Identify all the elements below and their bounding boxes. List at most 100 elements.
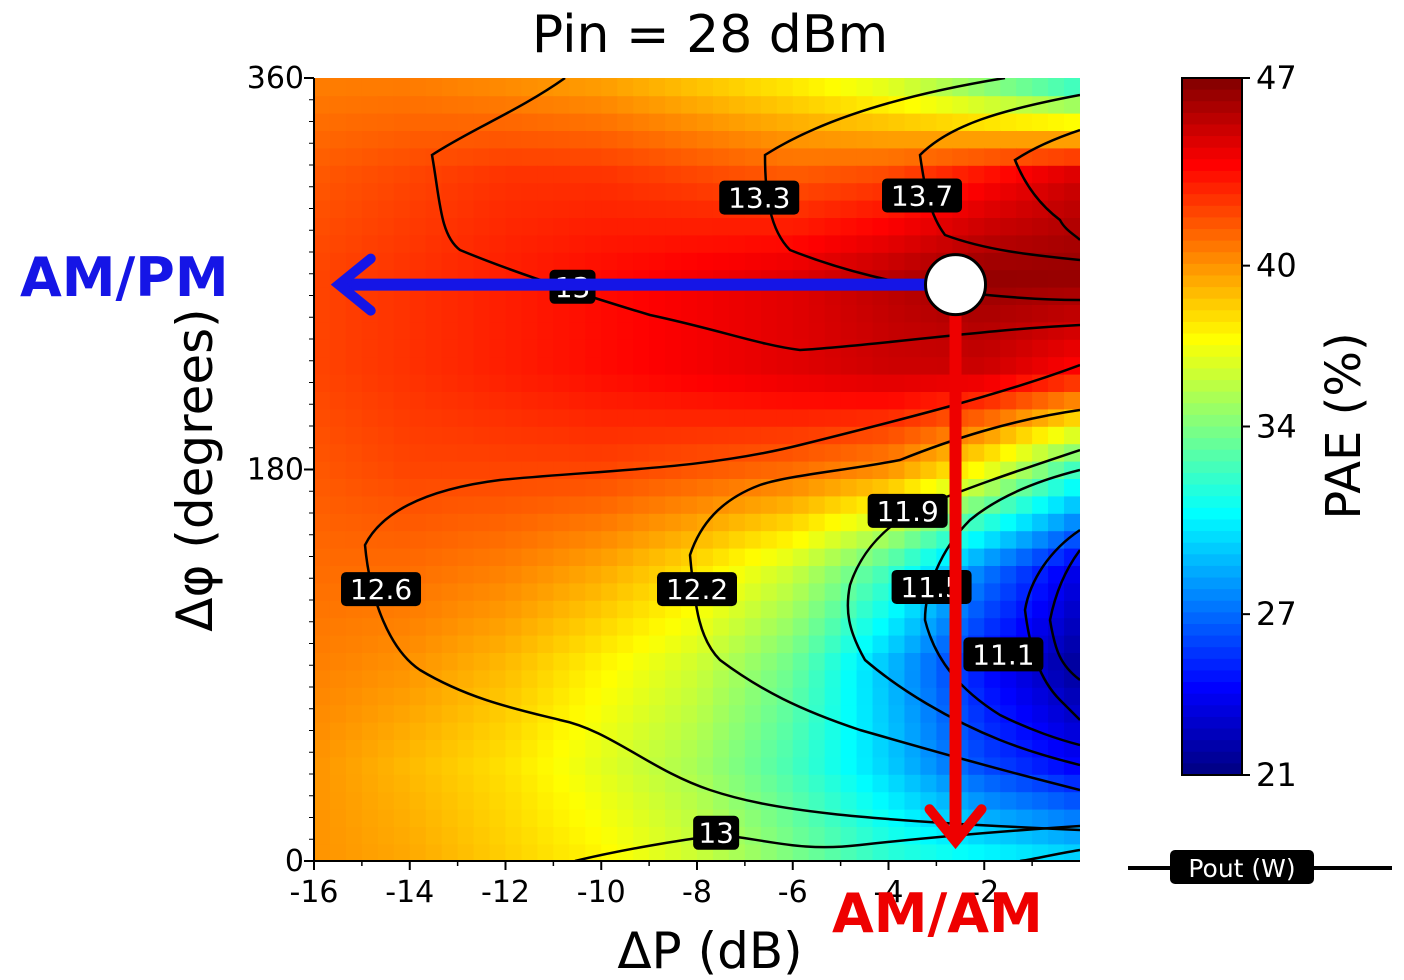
heatmap-cell	[393, 78, 411, 97]
heatmap-cell	[744, 530, 762, 549]
colorbar-segment	[1182, 333, 1242, 346]
heatmap-cell	[712, 165, 730, 184]
heatmap-cell	[441, 687, 459, 706]
heatmap-cell	[537, 78, 555, 97]
heatmap-cell	[1064, 182, 1080, 201]
heatmap-cell	[744, 721, 762, 740]
heatmap-cell	[393, 252, 411, 271]
heatmap-cell	[808, 443, 826, 462]
colorbar-segment	[1182, 194, 1242, 207]
colorbar-segment	[1182, 496, 1242, 509]
heatmap-cell	[329, 826, 347, 845]
colorbar-segment	[1182, 647, 1242, 660]
heatmap-cell	[505, 687, 523, 706]
heatmap-cell	[617, 78, 634, 97]
heatmap-cell	[425, 774, 443, 793]
heatmap-cell	[617, 391, 634, 410]
colorbar-segment	[1182, 298, 1242, 312]
heatmap-cell	[697, 234, 714, 253]
heatmap-cell	[585, 739, 603, 758]
heatmap-cell	[361, 478, 379, 497]
heatmap-cell	[601, 669, 619, 688]
heatmap-cell	[1064, 426, 1080, 445]
heatmap-cell	[697, 373, 714, 392]
heatmap-cell	[872, 147, 890, 166]
heatmap-cell	[569, 147, 587, 166]
heatmap-cell	[361, 373, 379, 392]
heatmap-cell	[824, 756, 842, 775]
heatmap-cell	[457, 756, 475, 775]
heatmap-cell	[1048, 112, 1065, 131]
heatmap-cell	[904, 339, 922, 358]
heatmap-cell	[936, 356, 954, 375]
heatmap-cell	[1000, 217, 1017, 236]
heatmap-cell	[409, 460, 427, 479]
heatmap-cell	[936, 460, 954, 479]
heatmap-cell	[1016, 321, 1033, 340]
heatmap-cell	[824, 617, 842, 636]
heatmap-cell	[840, 513, 858, 532]
heatmap-cell	[361, 217, 379, 236]
heatmap-cell	[760, 704, 778, 723]
heatmap-cell	[361, 843, 379, 861]
heatmap-cell	[457, 669, 475, 688]
heatmap-cell	[697, 443, 714, 462]
heatmap-cell	[473, 652, 491, 671]
heatmap-cell	[872, 634, 890, 653]
heatmap-cell	[888, 112, 906, 131]
heatmap-cell	[489, 530, 507, 549]
colorbar-segment	[1182, 89, 1242, 103]
heatmap-cell	[505, 426, 523, 445]
heatmap-cell	[808, 147, 826, 166]
heatmap-cell	[441, 78, 459, 97]
heatmap-cell	[425, 634, 443, 653]
heatmap-cell	[728, 495, 746, 514]
heatmap-cell	[473, 443, 491, 462]
heatmap-cell	[872, 321, 890, 340]
heatmap-cell	[792, 147, 810, 166]
heatmap-cell	[345, 774, 363, 793]
heatmap-cell	[665, 774, 682, 793]
heatmap-cell	[569, 391, 587, 410]
heatmap-cell	[537, 443, 555, 462]
heatmap-cell	[792, 165, 810, 184]
heatmap-cell	[425, 304, 443, 323]
heatmap-cell	[585, 426, 603, 445]
heatmap-cell	[585, 652, 603, 671]
heatmap-cell	[728, 756, 746, 775]
heatmap-cell	[457, 234, 475, 253]
heatmap-cell	[345, 791, 363, 810]
heatmap-cell	[649, 843, 666, 861]
heatmap-cell	[585, 791, 603, 810]
heatmap-cell	[314, 513, 331, 532]
heatmap-cell	[920, 304, 938, 323]
heatmap-cell	[856, 130, 874, 149]
heatmap-cell	[872, 791, 890, 810]
heatmap-cell	[409, 78, 427, 97]
heatmap-cell	[1048, 495, 1065, 514]
heatmap-cell	[808, 373, 826, 392]
heatmap-cell	[601, 112, 619, 131]
heatmap-cell	[1064, 95, 1080, 114]
heatmap-cell	[441, 373, 459, 392]
heatmap-cell	[553, 808, 571, 827]
heatmap-cell	[824, 652, 842, 671]
heatmap-cell	[1032, 704, 1049, 723]
heatmap-cell	[776, 774, 794, 793]
heatmap-cell	[457, 147, 475, 166]
heatmap-cell	[904, 669, 922, 688]
heatmap-cell	[377, 652, 395, 671]
heatmap-cell	[585, 78, 603, 97]
heatmap-cell	[473, 339, 491, 358]
heatmap-cell	[601, 252, 619, 271]
heatmap-cell	[1000, 78, 1017, 97]
heatmap-cell	[425, 756, 443, 775]
heatmap-cell	[345, 373, 363, 392]
heatmap-cell	[760, 843, 778, 861]
heatmap-cell	[728, 78, 746, 97]
contour-label-box	[963, 637, 1044, 672]
heatmap-cell	[569, 513, 587, 532]
heatmap-cell	[665, 408, 682, 427]
heatmap-cell	[601, 582, 619, 601]
heatmap-cell	[314, 634, 331, 653]
